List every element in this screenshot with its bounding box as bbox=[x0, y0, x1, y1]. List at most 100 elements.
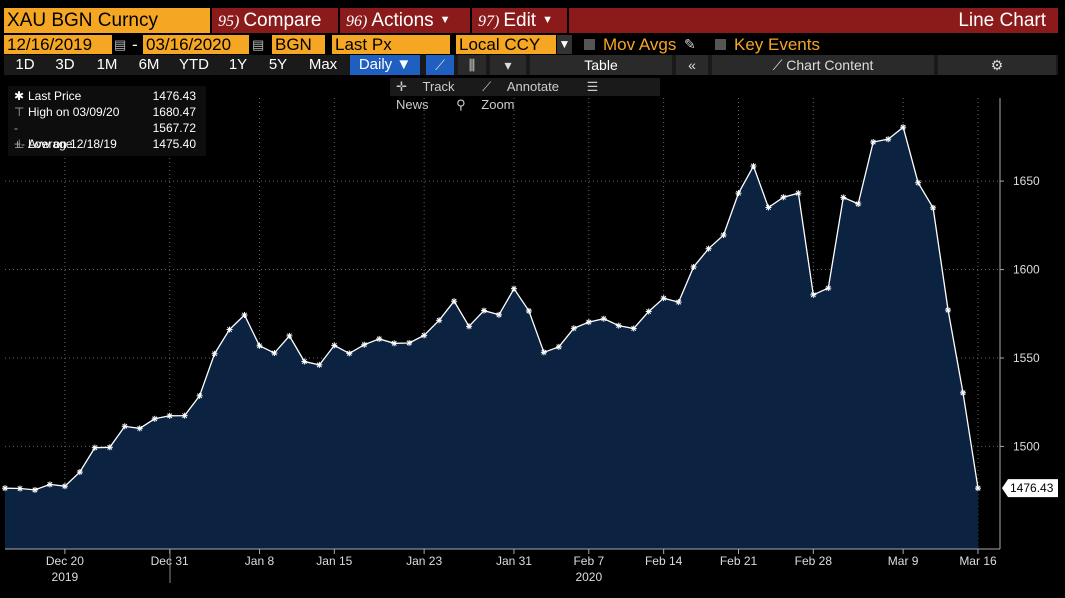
edit-menu[interactable]: 97) Edit ▼ bbox=[472, 8, 567, 33]
data-point bbox=[945, 307, 952, 314]
data-point bbox=[346, 350, 353, 357]
legend-average-label: Average bbox=[28, 137, 73, 151]
data-point bbox=[466, 323, 473, 330]
data-point bbox=[181, 412, 188, 419]
x-tick-label: Mar 9 bbox=[888, 554, 919, 568]
key-events-checkbox[interactable] bbox=[715, 39, 726, 50]
period-1d[interactable]: 1D bbox=[15, 56, 35, 73]
period-1y[interactable]: 1Y bbox=[228, 56, 248, 73]
compare-menu[interactable]: 95) Compare bbox=[212, 8, 338, 33]
chart-icon: ⟋ bbox=[772, 57, 787, 73]
menu-number: 95) bbox=[218, 13, 240, 30]
y-tick-label: 1600 bbox=[1013, 263, 1040, 277]
data-point bbox=[795, 190, 802, 197]
data-point bbox=[286, 332, 293, 339]
data-point bbox=[495, 311, 502, 318]
period-1m[interactable]: 1M bbox=[96, 56, 118, 73]
data-point bbox=[106, 444, 113, 451]
start-date-input[interactable]: 12/16/2019 bbox=[4, 35, 112, 54]
data-point bbox=[2, 485, 8, 492]
news-tool[interactable]: ☰ News bbox=[396, 79, 610, 112]
data-point bbox=[840, 194, 847, 201]
zoom-icon: ⚲ bbox=[456, 97, 470, 112]
data-point bbox=[451, 298, 458, 305]
data-point bbox=[61, 483, 68, 490]
data-point bbox=[735, 190, 742, 197]
chevron-down-icon[interactable]: ▼ bbox=[557, 35, 572, 54]
average-marker-icon: -+- bbox=[14, 121, 26, 151]
date-separator: - bbox=[132, 35, 138, 54]
mov-avgs-checkbox[interactable] bbox=[584, 39, 595, 50]
chart-content-label: Chart Content bbox=[786, 57, 874, 73]
x-tick-label: Feb 7 bbox=[573, 554, 604, 568]
news-icon: ☰ bbox=[586, 79, 599, 94]
field-input[interactable]: Last Px bbox=[332, 35, 450, 54]
track-tool[interactable]: ✛ Track bbox=[396, 79, 467, 94]
actions-label: Actions bbox=[371, 10, 434, 31]
line-chart-icon[interactable]: ⟋ bbox=[426, 55, 454, 75]
x-tick-label: Jan 8 bbox=[245, 554, 275, 568]
data-point bbox=[885, 136, 892, 143]
year-label: 2019 bbox=[52, 570, 79, 584]
security-ticker[interactable]: XAU BGN Curncy bbox=[4, 8, 210, 33]
chart-content-button[interactable]: ⟋ Chart Content bbox=[712, 55, 934, 75]
currency-select[interactable]: Local CCY bbox=[456, 35, 556, 54]
frequency-select[interactable]: Daily ▼ bbox=[350, 55, 420, 75]
low-marker-icon: ⊥ bbox=[14, 137, 25, 151]
legend-high-value: 1680.47 bbox=[152, 105, 196, 119]
period-max[interactable]: Max bbox=[308, 56, 338, 73]
legend-high: ⊤ High on 03/09/20 1680.47 bbox=[14, 104, 200, 120]
data-point bbox=[436, 317, 443, 324]
key-events-label[interactable]: Key Events bbox=[734, 35, 820, 54]
data-point bbox=[630, 325, 637, 332]
x-tick-label: Jan 23 bbox=[406, 554, 442, 568]
bar-chart-icon[interactable]: ⫼ bbox=[458, 55, 486, 75]
table-button[interactable]: Table bbox=[530, 55, 672, 75]
data-point bbox=[271, 350, 278, 357]
year-label: 2020 bbox=[575, 570, 602, 584]
mov-avgs-label[interactable]: Mov Avgs bbox=[603, 35, 677, 54]
track-label: Track bbox=[422, 79, 455, 94]
data-point bbox=[720, 232, 727, 239]
pencil-icon[interactable]: ✎ bbox=[684, 36, 696, 52]
zoom-label: Zoom bbox=[481, 97, 515, 112]
data-point bbox=[810, 291, 817, 298]
data-point bbox=[241, 312, 248, 319]
end-date-input[interactable]: 03/16/2020 bbox=[143, 35, 249, 54]
last-value-label: 1476.43 bbox=[1010, 481, 1054, 495]
data-point bbox=[151, 415, 158, 422]
legend-high-label: High on 03/09/20 bbox=[28, 105, 120, 119]
data-point bbox=[555, 343, 562, 350]
legend-last-value: 1476.43 bbox=[152, 89, 196, 103]
data-point bbox=[256, 342, 263, 349]
data-point bbox=[76, 469, 83, 476]
data-point bbox=[91, 444, 98, 451]
data-point bbox=[361, 341, 368, 348]
chevron-down-icon[interactable]: ▾ bbox=[490, 55, 526, 75]
data-point bbox=[705, 245, 712, 252]
source-input[interactable]: BGN bbox=[272, 35, 325, 54]
period-5y[interactable]: 5Y bbox=[268, 56, 288, 73]
data-point bbox=[690, 263, 697, 270]
data-point bbox=[481, 307, 488, 314]
period-6m[interactable]: 6M bbox=[138, 56, 160, 73]
data-point bbox=[540, 349, 547, 356]
zoom-tool[interactable]: ⚲ Zoom bbox=[456, 97, 526, 112]
legend-low: ⊥ Low on 12/18/19 1475.40 bbox=[14, 136, 200, 152]
data-point bbox=[421, 332, 428, 339]
gear-icon[interactable]: ⚙ bbox=[938, 55, 1056, 75]
data-point bbox=[975, 485, 981, 492]
calendar-icon[interactable]: ▤ bbox=[114, 37, 127, 52]
collapse-icon[interactable]: « bbox=[676, 55, 708, 75]
period-3d[interactable]: 3D bbox=[55, 56, 75, 73]
annotate-tool[interactable]: ⟋ Annotate bbox=[482, 79, 571, 94]
x-tick-label: Feb 21 bbox=[720, 554, 758, 568]
data-point bbox=[600, 315, 607, 322]
data-point bbox=[660, 295, 667, 302]
actions-menu[interactable]: 96) Actions ▼ bbox=[340, 8, 470, 33]
data-point bbox=[900, 124, 907, 131]
calendar-icon[interactable]: ▤ bbox=[252, 37, 265, 52]
period-ytd[interactable]: YTD bbox=[179, 56, 209, 73]
